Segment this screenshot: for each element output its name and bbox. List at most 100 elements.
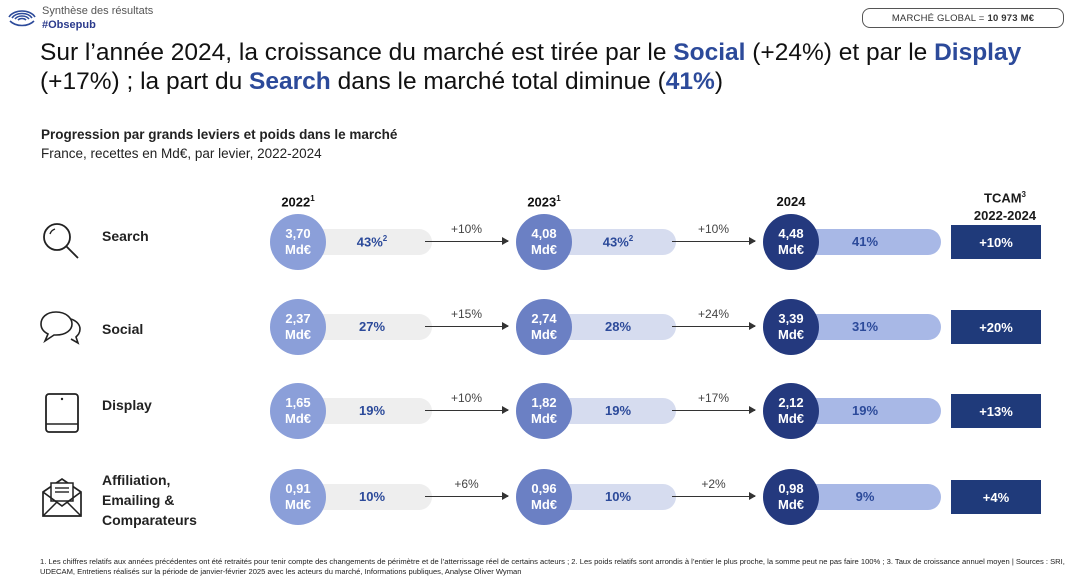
tcam-value-box: +4%	[951, 480, 1041, 514]
lever-label-line: Affiliation,	[102, 472, 171, 488]
headline: Sur l’année 2024, la croissance du march…	[40, 38, 1070, 96]
lever-label-display: Display	[102, 397, 152, 413]
share-value: 43%	[602, 234, 629, 250]
value-circle: 0,96 Md€	[516, 469, 572, 525]
value-number: 2,37	[285, 311, 311, 326]
share-label: 10%	[588, 489, 648, 504]
value-number: 3,39	[778, 311, 804, 326]
value-unit: Md€	[778, 411, 804, 426]
value-circle: 2,37 Md€	[270, 299, 326, 355]
growth-arrow	[425, 322, 509, 330]
value-unit: Md€	[285, 411, 311, 426]
share-value: 41%	[851, 234, 879, 249]
tcam-period: 2022-2024	[973, 208, 1037, 224]
share-value: 19%	[851, 403, 879, 418]
growth-arrow	[672, 406, 756, 414]
growth-arrow	[425, 492, 509, 500]
chat-bubbles-icon	[40, 311, 81, 345]
year-header-2023: 20231	[504, 194, 584, 209]
year-label: 2024	[776, 194, 806, 209]
share-label: 27%	[342, 319, 402, 334]
value-circle: 4,48 Md€	[763, 214, 819, 270]
headline-text: (+17%) ; la part du	[40, 68, 250, 95]
market-label: MARCHÉ GLOBAL =	[891, 12, 985, 24]
value-circle: 0,91 Md€	[270, 469, 326, 525]
value-number: 0,91	[285, 481, 311, 496]
value-number: 1,82	[531, 395, 557, 410]
year-header-2024: 2024	[751, 194, 831, 209]
value-unit: Md€	[285, 327, 311, 342]
value-unit: Md€	[531, 242, 557, 257]
value-unit: Md€	[778, 327, 804, 342]
value-number: 0,98	[778, 481, 804, 496]
growth-label: +24%	[697, 307, 730, 321]
tcam-value-box: +13%	[951, 394, 1041, 428]
growth-arrow	[672, 492, 756, 500]
tcam-header: TCAM3 2022-2024	[955, 186, 1055, 225]
share-label: 41%	[835, 234, 895, 249]
value-number: 2,74	[531, 311, 557, 326]
lever-label-line: Emailing &	[102, 492, 175, 508]
tcam-label: TCAM	[984, 190, 1022, 206]
lever-label-search: Search	[102, 228, 149, 244]
year-label: 2023	[527, 194, 557, 210]
year-header-2022: 20221	[258, 194, 338, 209]
growth-label: +10%	[450, 222, 483, 236]
share-label: 31%	[835, 319, 895, 334]
growth-label: +10%	[450, 391, 483, 405]
search-icon	[43, 223, 79, 259]
growth-label: +15%	[450, 307, 483, 321]
growth-arrow	[425, 406, 509, 414]
share-label: 10%	[342, 489, 402, 504]
share-value: 43%	[356, 234, 383, 250]
value-circle: 1,82 Md€	[516, 383, 572, 439]
value-number: 0,96	[531, 481, 557, 496]
headline-text: dans le marché total diminue (	[330, 68, 666, 95]
value-unit: Md€	[531, 327, 557, 342]
envelope-icon	[42, 477, 82, 517]
chart-subtitle: France, recettes en Md€, par levier, 202…	[41, 146, 322, 161]
chart-title: Progression par grands leviers et poids …	[41, 127, 398, 142]
value-circle: 2,74 Md€	[516, 299, 572, 355]
headline-text: (+24%) et par le	[745, 39, 935, 66]
share-value: 10%	[604, 489, 632, 504]
obsepub-logo-icon	[8, 10, 36, 27]
growth-label: +2%	[701, 477, 726, 491]
section-label: Synthèse des résultats	[42, 5, 154, 17]
value-circle: 1,65 Md€	[270, 383, 326, 439]
growth-arrow	[672, 237, 756, 245]
hashtag: #Obsepub	[42, 19, 96, 31]
tcam-value-box: +10%	[951, 225, 1041, 259]
value-number: 4,48	[778, 226, 804, 241]
footnote-ref: 3	[1021, 190, 1026, 199]
share-value: 28%	[604, 319, 632, 334]
value-circle: 0,98 Md€	[763, 469, 819, 525]
share-label: 19%	[342, 403, 402, 418]
tcam-value-box: +20%	[951, 310, 1041, 344]
tablet-icon	[45, 393, 79, 433]
value-unit: Md€	[531, 497, 557, 512]
share-value: 19%	[604, 403, 632, 418]
headline-emphasis: Display	[934, 39, 1022, 66]
value-number: 2,12	[778, 395, 804, 410]
headline-emphasis: Social	[673, 39, 746, 66]
value-unit: Md€	[778, 242, 804, 257]
share-label: 43%2	[342, 234, 402, 249]
lever-label-social: Social	[102, 321, 144, 337]
share-label: 19%	[835, 403, 895, 418]
year-label: 2022	[281, 194, 311, 210]
headline-emphasis: Search	[249, 68, 331, 95]
value-unit: Md€	[285, 242, 311, 257]
share-value: 9%	[855, 489, 875, 504]
growth-label: +6%	[454, 477, 479, 491]
share-label: 19%	[588, 403, 648, 418]
value-number: 3,70	[285, 226, 311, 241]
value-circle: 4,08 Md€	[516, 214, 572, 270]
share-label: 28%	[588, 319, 648, 334]
headline-text: Sur l’année 2024, la croissance du march…	[40, 39, 674, 66]
growth-arrow	[425, 237, 509, 245]
headline-text: )	[714, 68, 723, 95]
footnote-ref: 2	[382, 234, 388, 243]
share-value: 10%	[358, 489, 386, 504]
footnote-ref: 1	[310, 194, 315, 203]
